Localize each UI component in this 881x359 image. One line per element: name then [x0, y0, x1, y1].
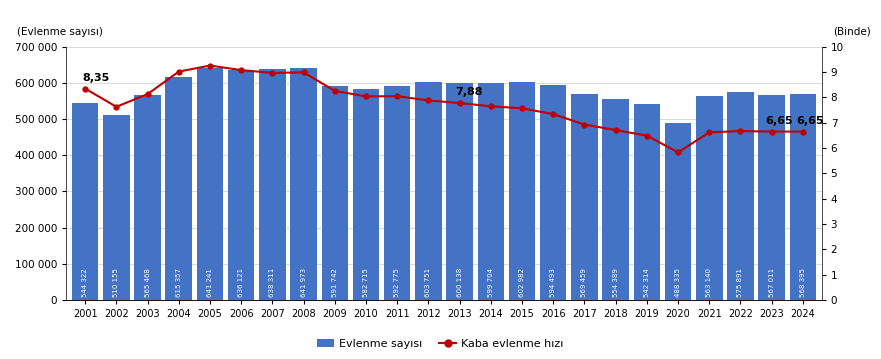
Text: 544 322: 544 322 — [82, 268, 88, 297]
Text: 602 982: 602 982 — [519, 268, 525, 297]
Text: 615 357: 615 357 — [175, 268, 181, 297]
Text: 568 395: 568 395 — [800, 268, 806, 297]
Text: 591 742: 591 742 — [332, 268, 337, 297]
Text: 600 138: 600 138 — [456, 268, 463, 297]
Bar — [571, 94, 597, 300]
Text: 641 241: 641 241 — [207, 268, 213, 297]
Text: 567 011: 567 011 — [769, 268, 774, 297]
Bar — [665, 123, 692, 300]
Text: 594 493: 594 493 — [551, 268, 556, 297]
Bar — [259, 69, 285, 300]
Text: 563 140: 563 140 — [707, 268, 712, 297]
Text: 7,88: 7,88 — [455, 88, 483, 97]
Text: 488 335: 488 335 — [675, 268, 681, 297]
Bar — [134, 95, 161, 300]
Text: 542 314: 542 314 — [644, 268, 650, 297]
Text: 510 155: 510 155 — [114, 268, 119, 297]
Text: 638 311: 638 311 — [270, 268, 276, 297]
Bar — [166, 78, 192, 300]
Text: 565 468: 565 468 — [144, 268, 151, 297]
Bar — [759, 95, 785, 300]
Bar — [633, 104, 660, 300]
Text: 6,65: 6,65 — [766, 116, 793, 126]
Bar — [478, 83, 504, 300]
Text: 603 751: 603 751 — [426, 268, 432, 297]
Bar — [103, 116, 130, 300]
Text: 554 389: 554 389 — [612, 268, 618, 297]
Bar — [508, 82, 536, 300]
Bar — [540, 85, 566, 300]
Bar — [228, 70, 255, 300]
Bar — [727, 92, 754, 300]
Bar — [415, 81, 441, 300]
Bar — [322, 86, 348, 300]
Bar — [603, 99, 629, 300]
Bar — [384, 85, 411, 300]
Text: 641 973: 641 973 — [300, 268, 307, 297]
Bar — [696, 96, 722, 300]
Text: 569 459: 569 459 — [581, 268, 588, 297]
Text: 6,65: 6,65 — [796, 116, 825, 126]
Legend: Evlenme sayısı, Kaba evlenme hızı: Evlenme sayısı, Kaba evlenme hızı — [313, 335, 568, 354]
Text: (Evlenme sayısı): (Evlenme sayısı) — [18, 27, 103, 37]
Bar — [291, 68, 317, 300]
Text: 636 121: 636 121 — [238, 268, 244, 297]
Text: 592 775: 592 775 — [394, 268, 400, 297]
Bar — [447, 83, 473, 300]
Bar — [72, 103, 99, 300]
Text: 582 715: 582 715 — [363, 268, 369, 297]
Text: 8,35: 8,35 — [82, 73, 109, 83]
Bar — [789, 94, 816, 300]
Text: 575 891: 575 891 — [737, 268, 744, 297]
Bar — [196, 68, 223, 300]
Text: 599 704: 599 704 — [488, 268, 494, 297]
Bar — [352, 89, 379, 300]
Text: (Binde): (Binde) — [833, 27, 870, 37]
